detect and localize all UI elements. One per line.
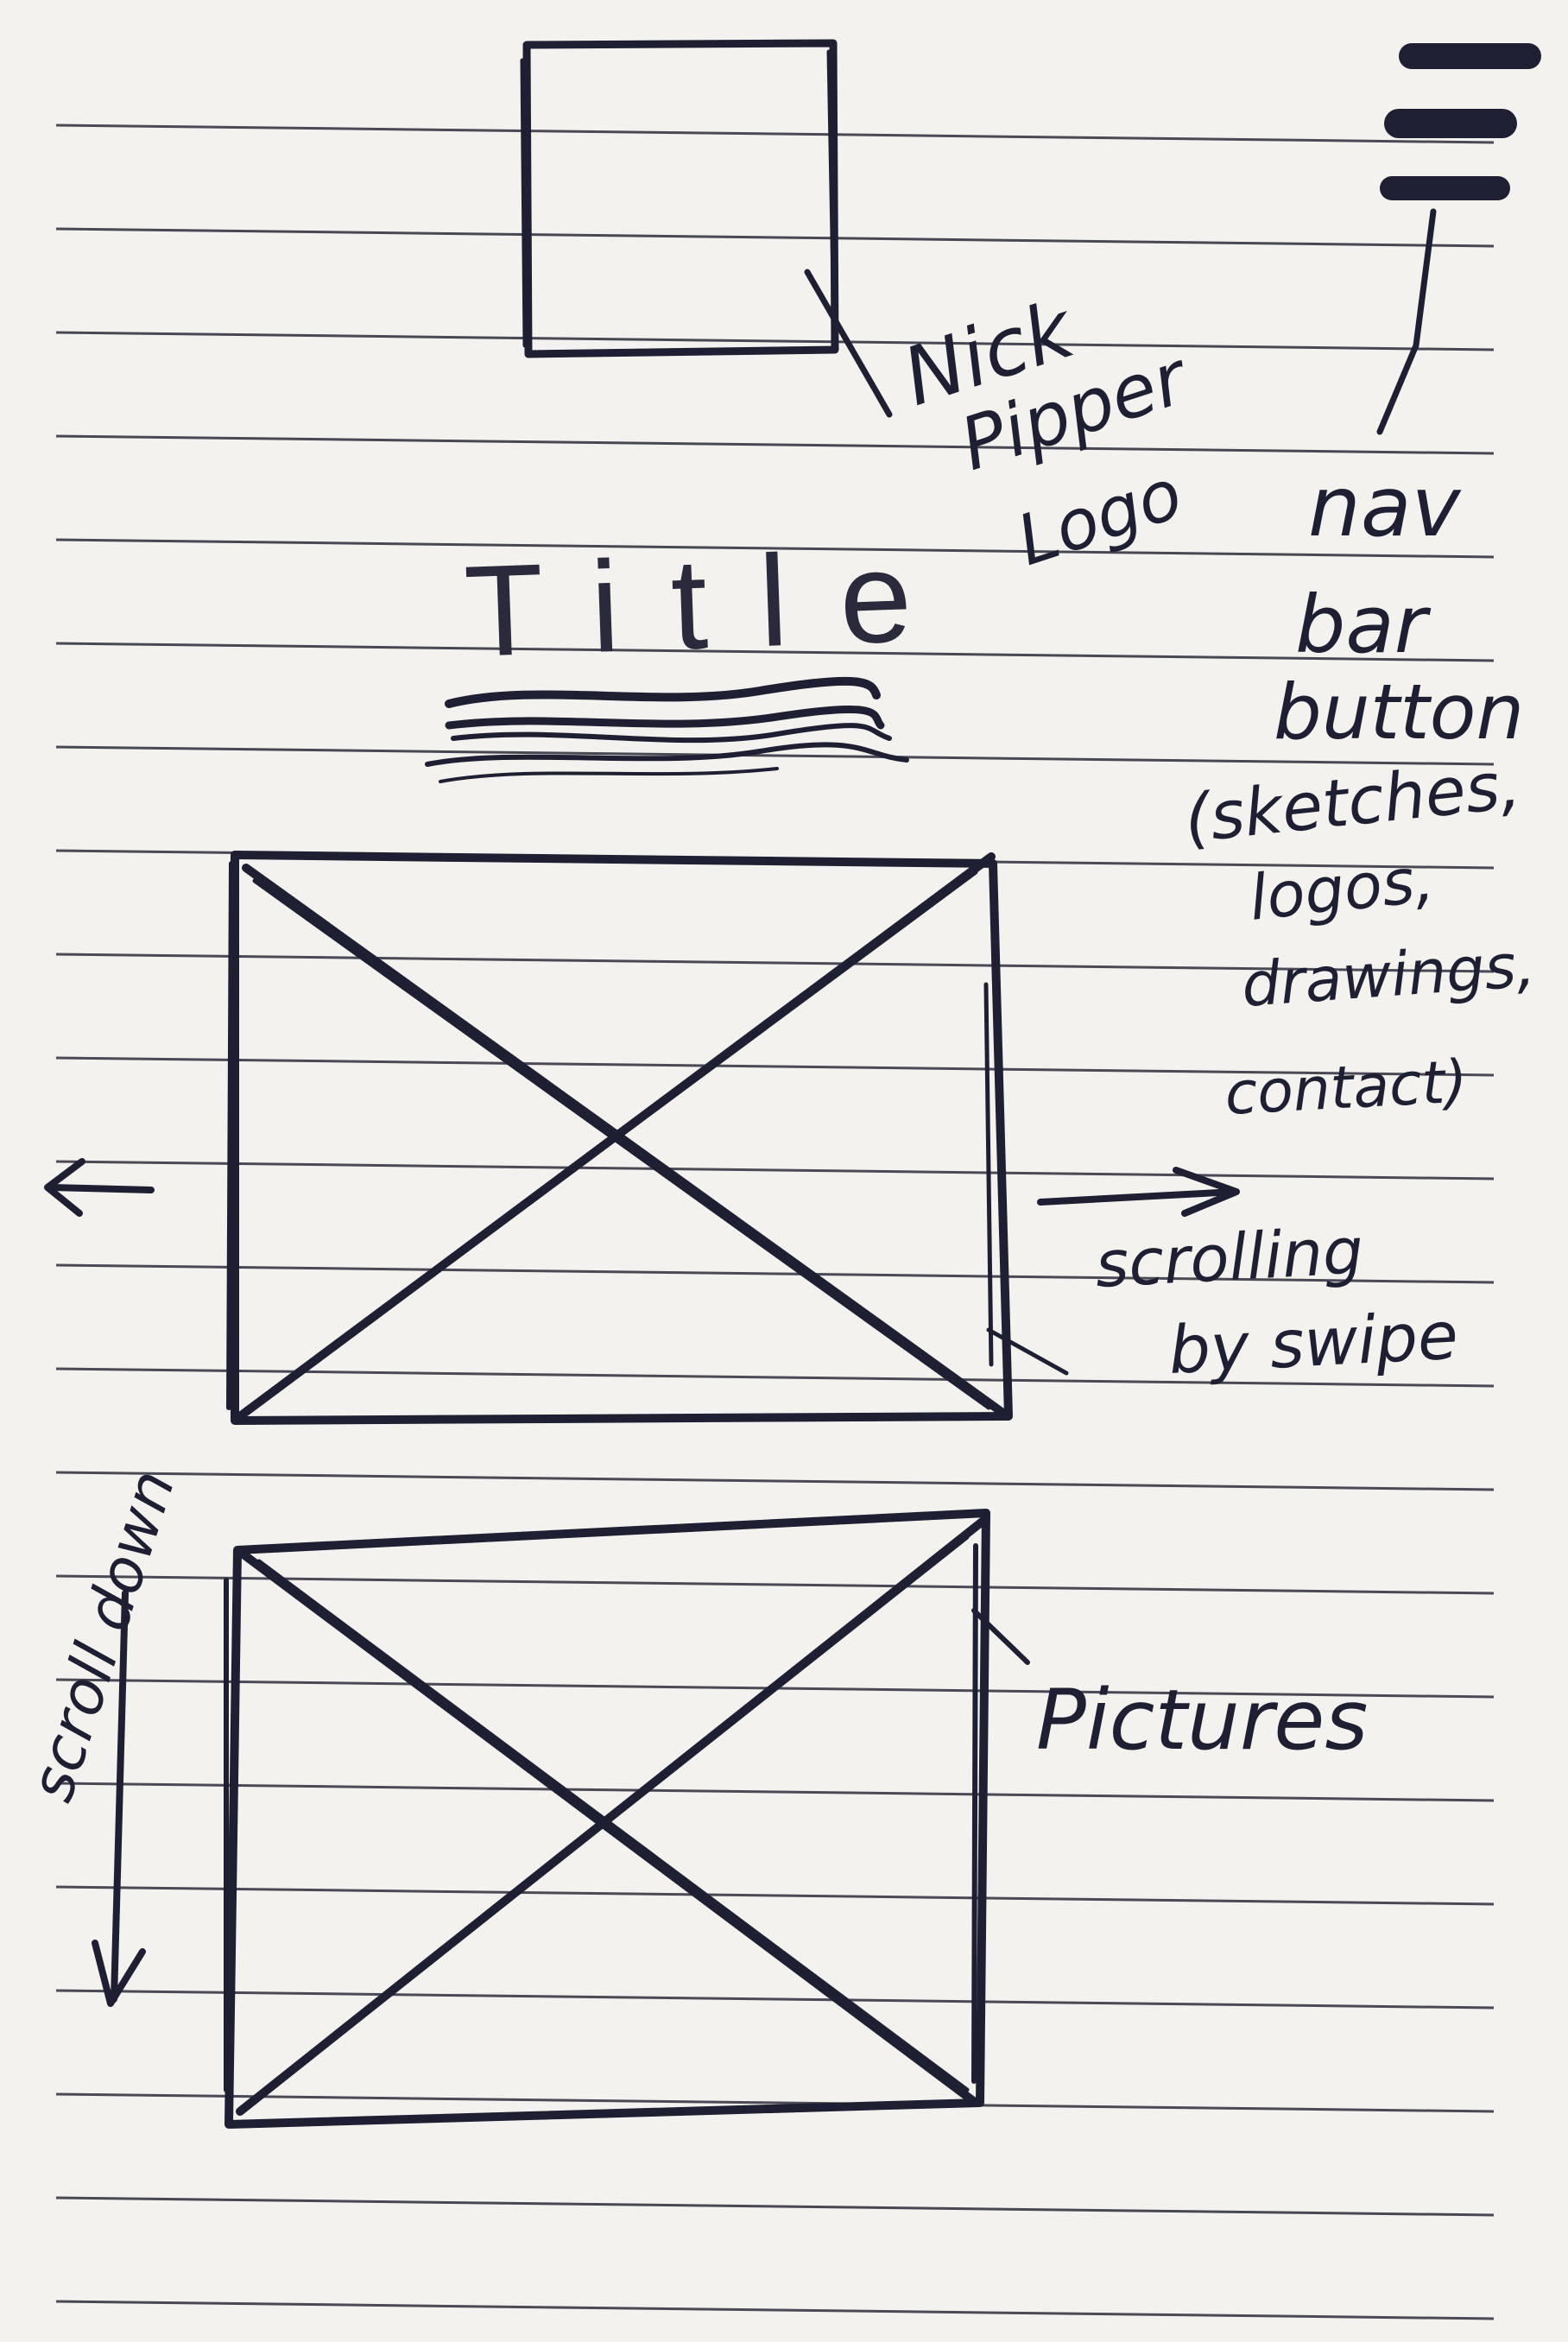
logo-pointer-line xyxy=(804,269,893,418)
pictures-pointer-line xyxy=(971,1608,1030,1665)
scroll-down-annotation: scroll down xyxy=(16,1462,189,1810)
swipe-annotation: scrolling by swipe xyxy=(1093,1214,1459,1389)
carousel-image-placeholder[interactable] xyxy=(226,851,1013,1425)
logo-annotation-line-3: Logo xyxy=(1008,453,1192,581)
rule-line xyxy=(55,2300,1495,2320)
rule-line xyxy=(55,123,1495,144)
rule-line xyxy=(55,1782,1495,1802)
page-title: Title xyxy=(462,522,965,684)
rule-line xyxy=(55,538,1495,559)
rule-line xyxy=(55,2196,1495,2217)
nav-annotation: nav bar button (sketches, logos, drawing… xyxy=(1181,459,1538,1129)
notebook-rule-lines xyxy=(55,123,1495,2320)
rule-line xyxy=(55,331,1495,351)
rule-line xyxy=(55,1160,1495,1180)
nav-annotation-line-1: nav xyxy=(1308,459,1462,555)
arrow-right-icon[interactable] xyxy=(1037,1167,1240,1217)
rule-line xyxy=(55,227,1495,248)
rule-line xyxy=(55,1574,1495,1595)
subtitle-scribble xyxy=(425,676,909,783)
rule-line xyxy=(55,1989,1495,2010)
rule-line xyxy=(55,745,1495,766)
rule-line xyxy=(55,642,1495,662)
rule-line xyxy=(55,2092,1495,2113)
swipe-annotation-line-2: by swipe xyxy=(1167,1297,1459,1389)
rule-line xyxy=(55,1263,1495,1284)
swipe-annotation-line-1: scrolling xyxy=(1093,1214,1365,1302)
rule-line xyxy=(55,1471,1495,1491)
nav-annotation-line-5: logos, xyxy=(1246,843,1438,934)
rule-line xyxy=(55,1056,1495,1077)
nav-annotation-line-2: bar xyxy=(1295,579,1432,671)
hamburger-menu-icon[interactable] xyxy=(1380,43,1541,200)
logo-placeholder xyxy=(520,39,839,358)
nav-annotation-line-6: drawings, xyxy=(1239,929,1537,1021)
pictures-annotation: Pictures xyxy=(1036,1672,1368,1769)
arrow-left-icon[interactable] xyxy=(44,1158,155,1217)
rule-line xyxy=(55,434,1495,455)
rule-line xyxy=(55,953,1495,973)
nav-annotation-line-4: (sketches, xyxy=(1181,746,1524,858)
carousel-corner-tick xyxy=(986,1327,1069,1376)
nav-annotation-line-7: contact) xyxy=(1223,1048,1470,1129)
pictures-image-placeholder xyxy=(224,1509,990,2129)
nav-pointer-line xyxy=(1376,208,1437,435)
nav-annotation-line-3: button xyxy=(1274,668,1524,756)
rule-line xyxy=(55,1885,1495,1906)
arrow-down-icon[interactable] xyxy=(92,1590,146,2007)
